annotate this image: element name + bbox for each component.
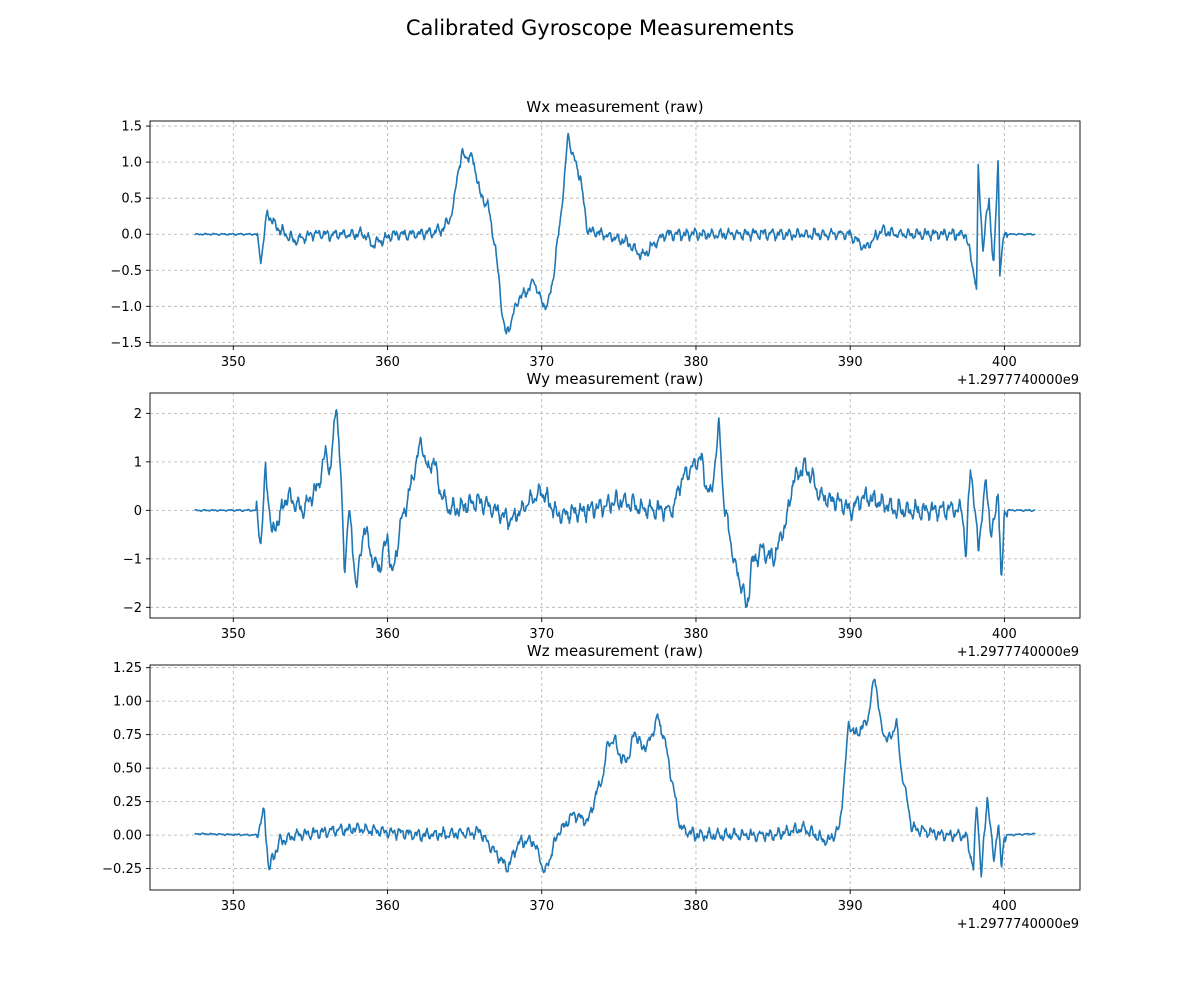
wz-subplot: 350 360 370 380 390 400 −0.25 0.00 0.25 0.50 0.75 1…	[102, 642, 1081, 932]
x-tick-label: 400	[992, 627, 1017, 642]
x-tick-label: 350	[221, 627, 246, 642]
subplot-title: Wy measurement (raw)	[527, 370, 704, 388]
y-tick-label: 2	[134, 407, 142, 422]
x-tick-label: 360	[375, 899, 400, 914]
x-tick-label: 360	[375, 355, 400, 370]
subplot-title: Wx measurement (raw)	[526, 98, 703, 116]
x-offset-label: +1.2977740000e9	[957, 645, 1079, 660]
subplot-title: Wz measurement (raw)	[527, 642, 703, 660]
x-tick-label: 380	[684, 627, 709, 642]
x-tick-label: 360	[375, 627, 400, 642]
y-tick-label: 1	[134, 455, 142, 470]
figure-title: Calibrated Gyroscope Measurements	[405, 16, 795, 40]
axes-frame	[149, 392, 1081, 619]
y-tick-label: −2	[123, 601, 142, 616]
y-tick-label: 0.25	[113, 795, 142, 810]
x-tick-label: 350	[221, 899, 246, 914]
y-tick-label: −0.25	[102, 862, 142, 877]
series-line	[194, 409, 1036, 609]
y-tick-label: 0.50	[113, 762, 142, 777]
y-tick-label: 1.5	[121, 120, 142, 135]
x-tick-label: 370	[529, 899, 554, 914]
x-offset-label: +1.2977740000e9	[957, 373, 1079, 388]
y-tick-label: 0.75	[113, 728, 142, 743]
y-tick-label: 0.00	[113, 829, 142, 844]
y-tick-label: −0.5	[110, 264, 142, 279]
axes-frame	[149, 664, 1081, 891]
y-tick-label: −1	[123, 552, 142, 567]
y-tick-label: 1.00	[113, 695, 142, 710]
y-tick-label: −1.5	[110, 336, 142, 351]
series-line	[194, 132, 1036, 335]
x-tick-label: 370	[529, 627, 554, 642]
y-tick-label: 1.25	[113, 661, 142, 676]
x-tick-label: 370	[529, 355, 554, 370]
y-tick-label: 1.0	[121, 156, 142, 171]
x-tick-label: 390	[838, 627, 863, 642]
y-tick-label: 0.5	[121, 192, 142, 207]
x-tick-label: 390	[838, 899, 863, 914]
x-tick-label: 350	[221, 355, 246, 370]
x-tick-label: 390	[838, 355, 863, 370]
y-tick-label: −1.0	[110, 300, 142, 315]
x-tick-label: 380	[684, 355, 709, 370]
x-tick-label: 400	[992, 355, 1017, 370]
y-tick-label: 0.0	[121, 228, 142, 243]
x-offset-label: +1.2977740000e9	[957, 917, 1079, 932]
y-tick-label: 0	[134, 504, 142, 519]
series-line	[194, 678, 1036, 878]
x-tick-label: 400	[992, 899, 1017, 914]
wx-subplot: 350 360 370 380 390 400 −1.5 −1.0 −0.5 0.0 0.5 1.0 1…	[110, 98, 1081, 388]
axes-frame	[149, 120, 1081, 347]
x-tick-label: 380	[684, 899, 709, 914]
wy-subplot: 350 360 370 380 390 400 −2 −1 0 1 2 Wy measurement …	[123, 370, 1081, 660]
